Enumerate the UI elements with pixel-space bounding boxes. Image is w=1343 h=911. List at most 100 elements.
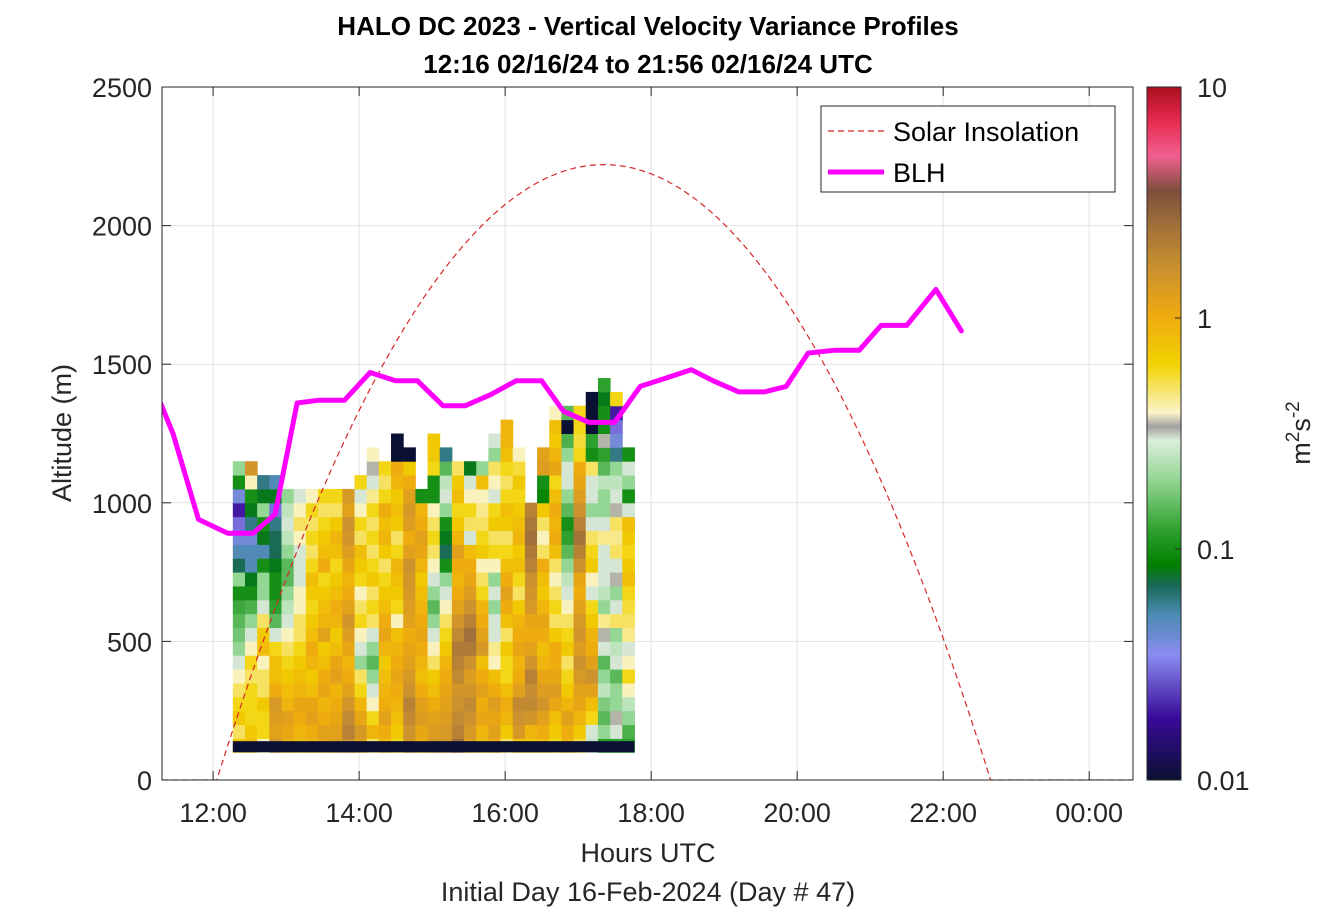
heatmap-cell [512,572,526,587]
heatmap-cell [585,391,599,407]
x-tick-label: 16:00 [471,798,539,828]
heatmap-cell [305,516,319,532]
heatmap-cell [269,558,282,573]
heatmap-cell [573,530,587,545]
heatmap-cell [451,572,465,587]
heatmap-cell [330,641,343,656]
heatmap-cell [281,696,295,712]
heatmap-cell [537,641,550,656]
heatmap-cell [403,544,416,559]
heatmap-cell [512,682,526,698]
heatmap-cell [354,558,368,573]
heatmap-cell [318,627,331,642]
heatmap-cell [597,475,611,490]
heatmap-cell [318,696,331,712]
heatmap-cell [451,696,465,712]
heatmap-cell [318,655,331,670]
heatmap-cell [378,669,392,684]
heatmap-cell [293,599,307,615]
heatmap-cell [415,724,429,739]
heatmap-cell [512,627,526,642]
heatmap-cell [500,724,514,739]
heatmap-cell [451,585,465,601]
heatmap-cell [439,461,453,476]
heatmap-cell [500,599,514,615]
colorbar-label-exp1: 2 [1283,432,1304,443]
x-axis-sublabel: Initial Day 16-Feb-2024 (Day # 47) [441,877,855,907]
heatmap-cell [585,585,599,601]
colorbar: 0.01 0.1 1 10 m2s-2 [1146,73,1316,796]
heatmap-cell [391,696,404,712]
heatmap-cell [573,669,587,684]
heatmap-cell [403,475,416,490]
heatmap-cell [269,544,282,559]
heatmap-cell [305,530,319,545]
heatmap-cell [476,516,489,532]
heatmap-cell [244,710,258,726]
overlay-lines [162,163,1133,780]
heatmap-cell [366,447,380,462]
heatmap-cell [549,655,562,670]
heatmap-cell [573,447,587,462]
heatmap-cell [403,682,416,698]
heatmap-cell [391,461,404,476]
heatmap-cell [610,516,623,532]
heatmap-cell [318,488,331,504]
heatmap-cell [232,558,246,573]
heatmap-cell [537,475,550,490]
heatmap-cell [232,613,246,629]
heatmap-cell [330,488,343,504]
heatmap-cell [488,641,502,656]
heatmap-cell [476,572,489,587]
heatmap-cell [549,724,562,739]
heatmap-cell [622,613,635,629]
heatmap-cell [354,710,368,726]
heatmap-cell [549,599,562,615]
heatmap-cell [391,655,404,670]
heatmap-cell [391,585,404,601]
heatmap-cell [597,641,611,656]
heatmap-cell [610,682,623,698]
heatmap-cell [451,558,465,573]
heatmap-cell [610,572,623,587]
heatmap-cell [427,447,441,462]
heatmap-cell [391,613,404,629]
heatmap-cell [464,724,477,739]
heatmap-cell [269,627,282,642]
heatmap-cell [269,530,282,545]
heatmap-cell [269,682,282,698]
heatmap-cell [257,710,270,726]
heatmap-cell [549,475,562,490]
heatmap-cell [597,696,611,712]
heatmap-cell [610,475,623,490]
heatmap-cell [293,530,307,545]
heatmap-cell [549,530,562,545]
heatmap-cell [464,710,477,726]
heatmap-cell [439,488,453,504]
heatmap-cell [342,613,356,629]
heatmap-cell [439,655,453,670]
heatmap-cell [524,544,538,559]
heatmap-cell [597,461,611,476]
heatmap-cell [318,544,331,559]
heatmap-cell [622,585,635,601]
heatmap-cell [476,558,489,573]
heatmap-cell [244,627,258,642]
heatmap-cell [354,696,368,712]
heatmap-cell [257,724,270,739]
heatmap-cell [281,516,295,532]
heatmap-cell [549,419,562,434]
heatmap-cell [244,641,258,656]
heatmap-cell [354,613,368,629]
heatmap-cell [512,599,526,615]
heatmap-cell [330,502,343,518]
heatmap-cell [549,696,562,712]
colorbar-ticks: 0.01 0.1 1 10 [1175,73,1250,796]
heatmap-cell [318,516,331,532]
heatmap-cell [439,530,453,545]
heatmap-cell [537,572,550,587]
heatmap-cell [573,516,587,532]
heatmap-cell [585,724,599,739]
heatmap-cell [512,585,526,601]
heatmap-cell [561,530,575,545]
